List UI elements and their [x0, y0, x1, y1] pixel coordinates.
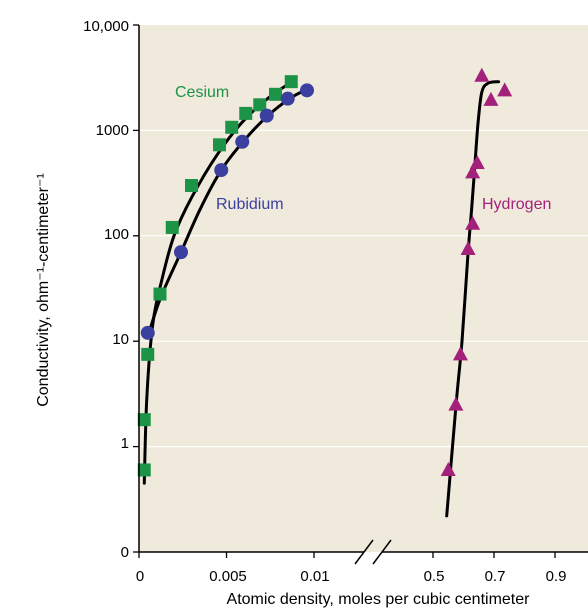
data-point-rubidium — [174, 245, 188, 260]
y-tick-label: 10,000 — [83, 18, 129, 35]
data-point-cesium — [269, 87, 282, 101]
series-label-rubidium: Rubidium — [216, 196, 284, 213]
data-point-hydrogen — [483, 91, 499, 106]
y-tick-label: 1 — [121, 435, 129, 452]
y-tick-label: 1000 — [96, 122, 129, 139]
y-tick-label: 10 — [112, 331, 129, 348]
data-point-cesium — [213, 138, 226, 152]
data-point-cesium — [185, 179, 198, 193]
data-point-cesium — [165, 220, 179, 234]
data-point-hydrogen — [460, 240, 476, 255]
data-point-cesium — [141, 347, 155, 361]
data-point-cesium — [253, 98, 267, 112]
axis-ticks — [133, 24, 556, 558]
gridlines — [140, 129, 588, 448]
axis-break-mark-2 — [372, 539, 392, 565]
data-markers — [137, 67, 513, 477]
data-point-rubidium — [280, 91, 295, 106]
data-point-cesium — [137, 463, 151, 477]
data-point-cesium — [225, 120, 239, 134]
x-tick-label: 0.7 — [485, 568, 506, 585]
series-labels: Cesium Rubidium Hydrogen — [175, 84, 551, 213]
axes — [138, 25, 588, 565]
x-tick-label: 0 — [136, 568, 144, 585]
data-point-rubidium — [214, 163, 229, 178]
x-tick-labels: 0 0.005 0.01 0.5 0.7 0.9 — [136, 568, 567, 585]
data-point-cesium — [239, 106, 253, 120]
y-tick-label: 100 — [104, 226, 129, 243]
data-point-hydrogen — [452, 346, 468, 361]
x-tick-label: 0.01 — [300, 568, 329, 585]
data-point-cesium — [153, 287, 167, 301]
fit-curve-hydrogen — [445, 80, 501, 518]
axis-break-mark-1 — [354, 539, 374, 565]
y-tick-labels: 0 1 10 100 1000 10,000 — [83, 18, 129, 561]
data-point-rubidium — [300, 83, 314, 98]
y-tick-label: 0 — [121, 544, 129, 561]
data-point-rubidium — [235, 134, 250, 149]
series-label-cesium: Cesium — [175, 84, 229, 101]
plot-area — [139, 25, 588, 552]
data-point-rubidium — [259, 108, 274, 123]
series-label-hydrogen: Hydrogen — [482, 196, 551, 213]
x-tick-label: 0.9 — [546, 568, 567, 585]
data-point-hydrogen — [474, 67, 490, 82]
data-point-hydrogen — [469, 155, 485, 170]
data-point-cesium — [284, 75, 298, 89]
data-point-hydrogen — [440, 461, 456, 476]
data-point-hydrogen — [448, 396, 464, 411]
x-tick-label: 0.005 — [209, 568, 247, 585]
data-point-cesium — [137, 413, 151, 427]
data-point-hydrogen — [465, 215, 481, 230]
data-point-hydrogen — [497, 82, 513, 97]
data-point-hydrogen — [465, 164, 481, 179]
data-point-rubidium — [140, 325, 155, 340]
y-axis-title: Conductivity, ohm⁻¹-centimeter⁻¹ — [35, 173, 52, 407]
x-axis-title: Atomic density, moles per cubic centimet… — [227, 591, 531, 608]
x-tick-label: 0.5 — [424, 568, 445, 585]
